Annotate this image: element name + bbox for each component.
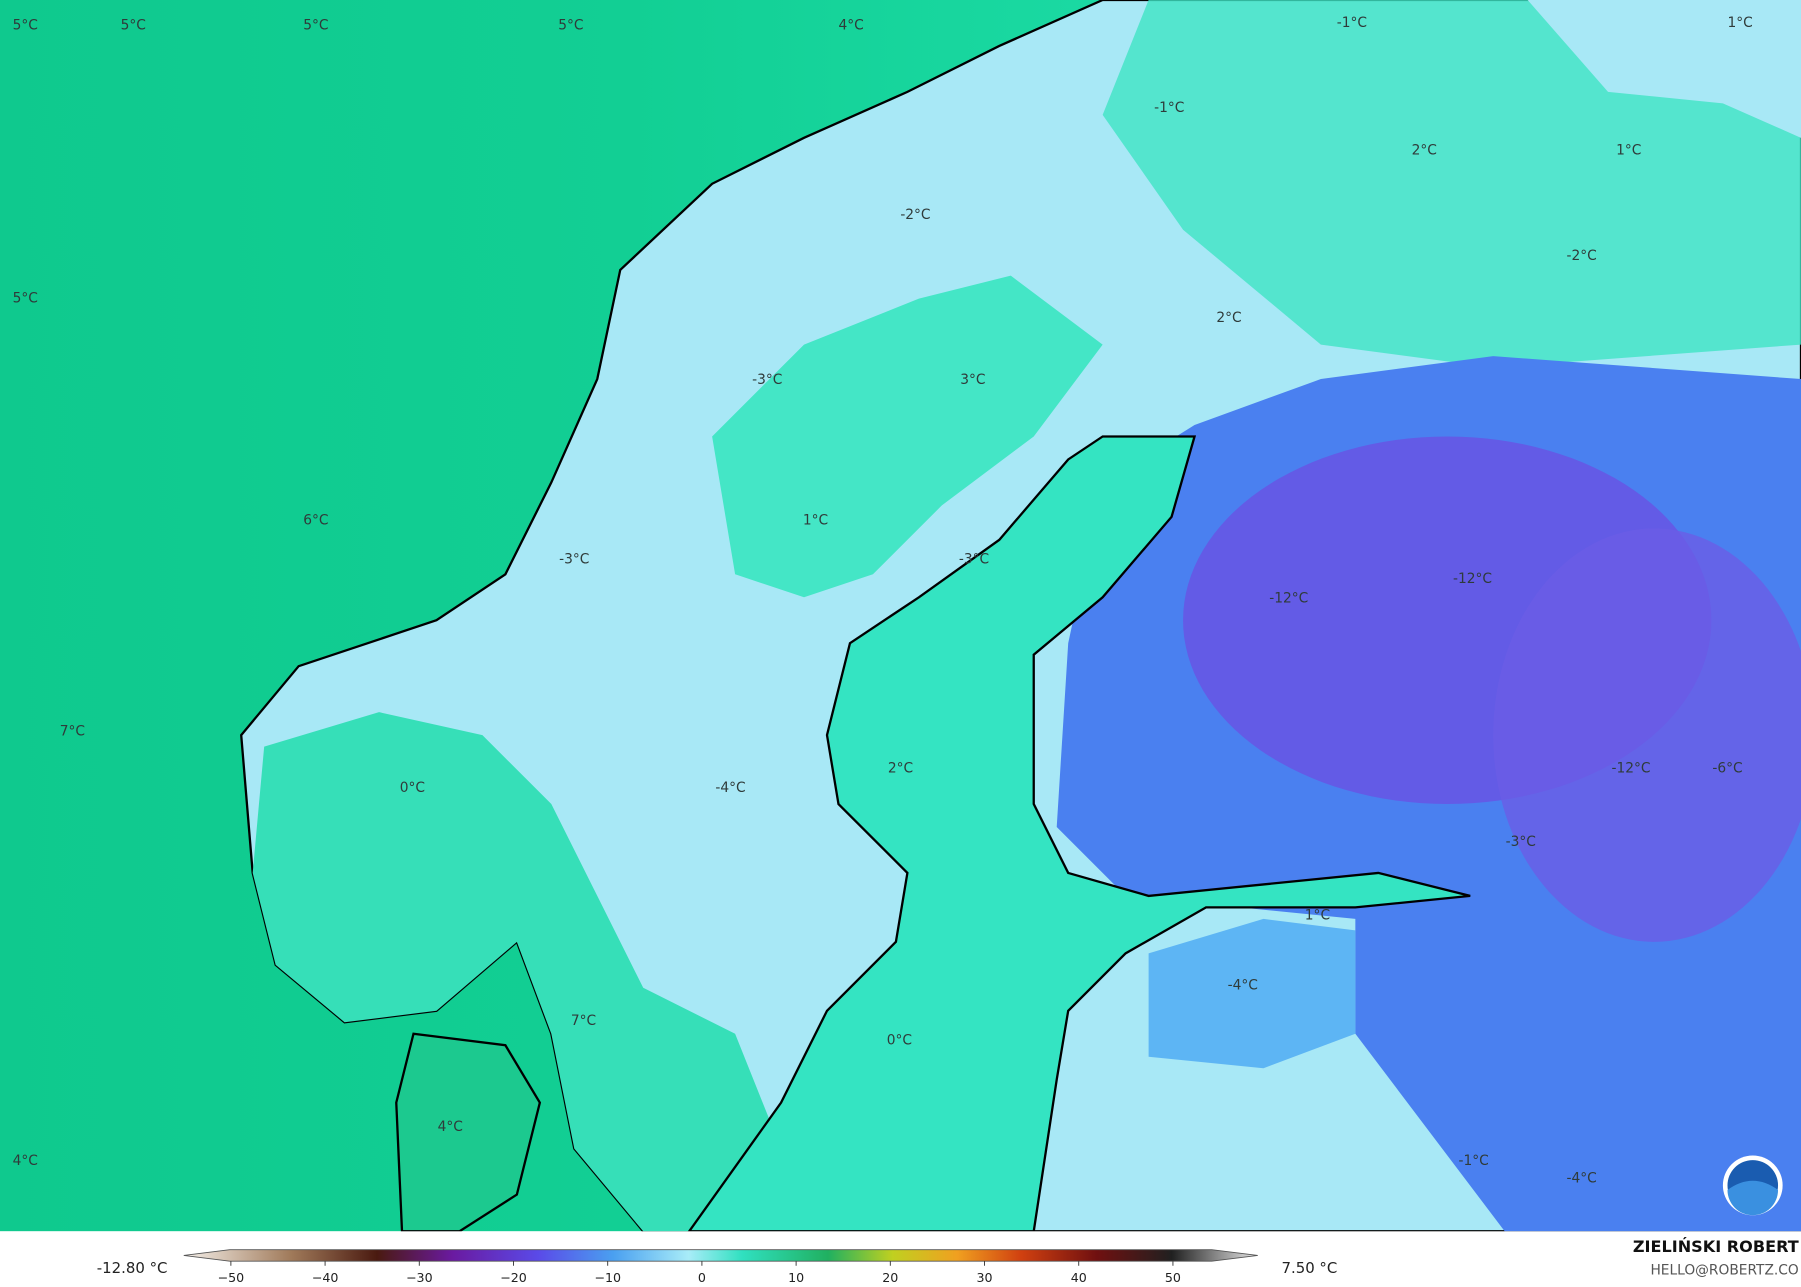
temperature-label: 6°C: [303, 512, 328, 528]
temperature-label: -4°C: [1228, 977, 1258, 993]
temperature-label: -12°C: [1269, 590, 1308, 606]
temperature-label: 1°C: [1305, 907, 1330, 923]
temperature-label: 2°C: [888, 760, 913, 776]
temperature-label: 0°C: [887, 1033, 912, 1049]
author: ZIELIŃSKI ROBERT: [1633, 1237, 1799, 1256]
temperature-label: -1°C: [1154, 100, 1184, 116]
colorbar-tick-label: 30: [976, 1270, 992, 1285]
land-edge: [1527, 0, 1801, 138]
temperature-label: -3°C: [959, 551, 989, 567]
temperature-label: -6°C: [1712, 760, 1742, 776]
cold-core: [1493, 528, 1801, 942]
temperature-label: 4°C: [838, 17, 863, 33]
temperature-label: 4°C: [438, 1119, 463, 1135]
colorbar-tick-label: 0: [698, 1270, 706, 1285]
temperature-label: -3°C: [559, 551, 589, 567]
colorbar-tick-label: 50: [1165, 1270, 1181, 1285]
temperature-label: 1°C: [1616, 142, 1641, 158]
cold-region: [1148, 918, 1356, 1069]
colorbar-tick-label: −10: [594, 1270, 621, 1285]
colorbar-tick-label: −50: [218, 1270, 245, 1285]
temperature-label: 2°C: [1412, 142, 1437, 158]
temperature-label: -1°C: [1337, 15, 1367, 31]
temperature-label: 5°C: [13, 17, 38, 33]
colorbar: [183, 1249, 1258, 1262]
temperature-label: 7°C: [60, 724, 85, 740]
colorbar-tick-label: 20: [882, 1270, 898, 1285]
temperature-label: 2°C: [1216, 310, 1241, 326]
temperature-label: -3°C: [752, 372, 782, 388]
noaa-logo: [1722, 1155, 1783, 1216]
logo-wave: [1727, 1180, 1779, 1216]
temperature-label: -3°C: [1506, 834, 1536, 850]
colorbar-tick-label: −30: [406, 1270, 433, 1285]
temperature-label: -2°C: [900, 207, 930, 223]
temperature-label: 5°C: [121, 17, 146, 33]
temperature-label: 3°C: [960, 372, 985, 388]
temperature-label: -12°C: [1453, 571, 1492, 587]
colorbar-max: 7.50 °C: [1281, 1259, 1337, 1277]
temperature-label: -12°C: [1612, 760, 1651, 776]
warm-region: [712, 275, 1103, 598]
colorbar-tick-label: −40: [312, 1270, 339, 1285]
warm-region: [252, 712, 782, 1232]
temperature-label: 1°C: [803, 512, 828, 528]
email: HELLO@ROBERTZ.CO: [1650, 1262, 1798, 1278]
colorbar-tick-label: −20: [500, 1270, 527, 1285]
temperature-label: -1°C: [1459, 1153, 1489, 1169]
temperature-label: 4°C: [13, 1153, 38, 1169]
temperature-label: -4°C: [1567, 1170, 1597, 1186]
temperature-label: 0°C: [400, 780, 425, 796]
temperature-label: 5°C: [558, 17, 583, 33]
temperature-label: -4°C: [715, 780, 745, 796]
colorbar-tick-label: 40: [1071, 1270, 1087, 1285]
temperature-label: 5°C: [303, 17, 328, 33]
temperature-label: -2°C: [1567, 248, 1597, 264]
temperature-label: 1°C: [1727, 15, 1752, 31]
colorbar-min: -12.80 °C: [97, 1259, 168, 1277]
temperature-label: 7°C: [571, 1013, 596, 1029]
denmark: [395, 1032, 542, 1233]
temperature-label: 5°C: [13, 291, 38, 307]
colorbar-tick-label: 10: [788, 1270, 804, 1285]
baltic-sea: [686, 435, 1471, 1233]
